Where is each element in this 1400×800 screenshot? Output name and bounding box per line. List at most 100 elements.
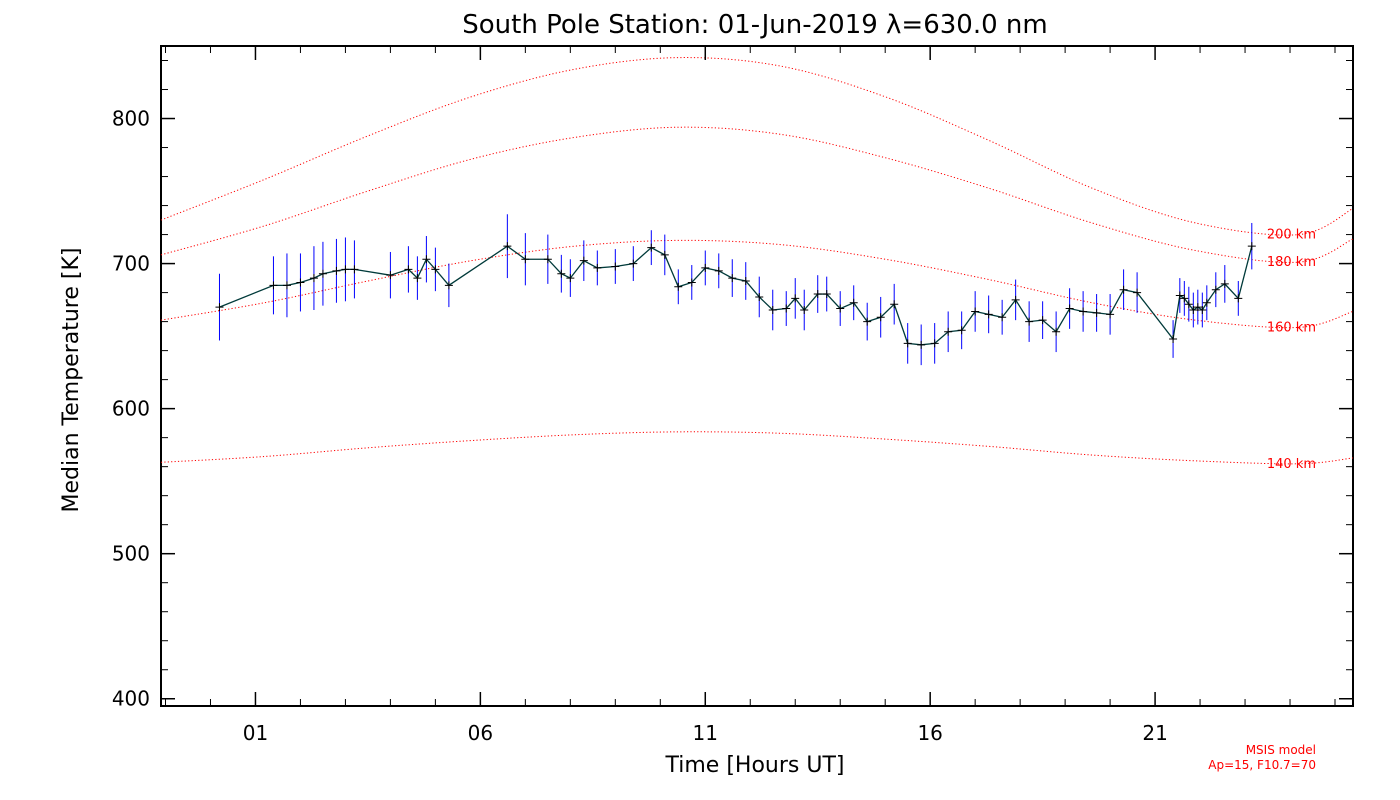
data-point-marker <box>404 265 413 274</box>
data-point-marker <box>863 317 872 326</box>
data-point-marker <box>1133 288 1142 297</box>
model-curve-label: 200 km <box>1267 228 1316 243</box>
data-point-marker <box>557 269 566 278</box>
data-point-marker <box>930 339 939 348</box>
data-point-marker <box>444 281 453 290</box>
data-point-marker <box>782 304 791 313</box>
data-point-marker <box>800 306 809 314</box>
model-curve <box>160 431 1354 465</box>
model-curve-label: 180 km <box>1267 255 1316 270</box>
y-tick-label: 500 <box>112 542 150 566</box>
data-point-marker <box>386 271 395 280</box>
data-point-marker <box>944 327 953 336</box>
data-point-marker <box>1193 303 1202 312</box>
model-curve-label: 160 km <box>1267 320 1316 335</box>
data-point-marker <box>1065 304 1074 313</box>
data-point-marker <box>521 255 530 264</box>
data-point-marker <box>593 263 602 272</box>
x-axis-label: Time [Hours UT] <box>665 753 845 778</box>
y-tick-label: 600 <box>112 397 150 421</box>
data-point-marker <box>1234 294 1243 303</box>
data-point-marker <box>1247 242 1256 251</box>
data-point-marker <box>1189 306 1198 314</box>
data-point-marker <box>876 313 885 322</box>
data-point-marker <box>714 266 723 275</box>
data-point-marker <box>332 266 341 275</box>
data-point-marker <box>728 274 737 283</box>
data-point-marker <box>611 262 620 271</box>
data-point-marker <box>1202 298 1211 307</box>
data-point-marker <box>1220 279 1229 288</box>
data-point-marker <box>1025 317 1034 326</box>
plot-frame <box>160 45 1354 707</box>
observed-series <box>215 214 1256 366</box>
x-tick-label: 21 <box>1142 721 1167 745</box>
data-point-marker <box>503 242 512 251</box>
y-tick-label: 700 <box>112 252 150 276</box>
data-point-marker <box>813 290 822 299</box>
x-tick-label: 06 <box>468 721 493 745</box>
x-tick-label: 11 <box>693 721 718 745</box>
data-point-marker <box>1106 310 1115 319</box>
data-point-marker <box>629 259 638 268</box>
data-point-marker <box>1198 306 1207 314</box>
model-curve <box>160 126 1354 263</box>
model-curves: 200 km 180 km 160 km 140 km <box>160 57 1354 472</box>
data-point-marker <box>431 265 440 274</box>
data-point-marker <box>660 250 669 259</box>
data-point-marker <box>341 265 350 274</box>
data-point-marker <box>543 255 552 264</box>
data-point-marker <box>791 294 800 303</box>
data-point-marker <box>890 300 899 309</box>
data-point-marker <box>971 307 980 316</box>
data-point-marker <box>674 282 683 291</box>
plot-border <box>160 45 1354 707</box>
data-point-marker <box>566 274 575 283</box>
data-point-marker <box>318 269 327 278</box>
data-point-marker <box>309 274 318 283</box>
x-tick-label: 16 <box>917 721 942 745</box>
data-point-marker <box>1052 327 1061 336</box>
data-point-marker <box>687 278 696 287</box>
data-point-marker <box>422 255 431 264</box>
data-point-marker <box>984 310 993 319</box>
model-name-note: MSIS model <box>1246 743 1316 757</box>
axis-ticks: 01 06 11 16 21 400 500 600 700 800 <box>112 46 1353 745</box>
data-point-marker <box>1169 335 1178 344</box>
data-point-marker <box>998 313 1007 322</box>
data-point-marker <box>768 306 777 314</box>
data-point-marker <box>917 340 926 349</box>
data-point-marker <box>1180 294 1189 303</box>
model-curve-label: 140 km <box>1267 457 1316 472</box>
data-point-marker <box>350 265 359 274</box>
y-tick-label: 400 <box>112 687 150 711</box>
data-point-marker <box>1211 285 1220 294</box>
data-point-marker <box>1092 308 1101 317</box>
data-point-marker <box>269 281 278 290</box>
data-point-marker <box>957 326 966 335</box>
data-point-marker <box>1079 307 1088 316</box>
data-point-marker <box>647 243 656 252</box>
chart-title: South Pole Station: 01-Jun-2019 λ=630.0 … <box>462 10 1047 40</box>
y-axis-label: Median Temperature [K] <box>59 248 84 513</box>
data-point-marker <box>836 304 845 313</box>
y-tick-label: 800 <box>112 107 150 131</box>
data-point-marker <box>579 256 588 265</box>
data-point-marker <box>296 278 305 287</box>
data-point-marker <box>413 274 422 283</box>
data-point-marker <box>1175 291 1184 300</box>
data-point-marker <box>903 339 912 348</box>
model-params-note: Ap=15, F10.7=70 <box>1208 758 1316 772</box>
data-point-marker <box>755 292 764 301</box>
data-point-marker <box>1011 295 1020 304</box>
model-curve <box>160 57 1354 236</box>
data-point-marker <box>282 281 291 290</box>
model-curve <box>160 239 1354 329</box>
data-point-marker <box>215 303 224 312</box>
data-point-marker <box>1119 285 1128 294</box>
data-point-marker <box>822 290 831 299</box>
data-point-marker <box>741 276 750 285</box>
data-point-marker <box>849 298 858 307</box>
x-tick-label: 01 <box>243 721 268 745</box>
